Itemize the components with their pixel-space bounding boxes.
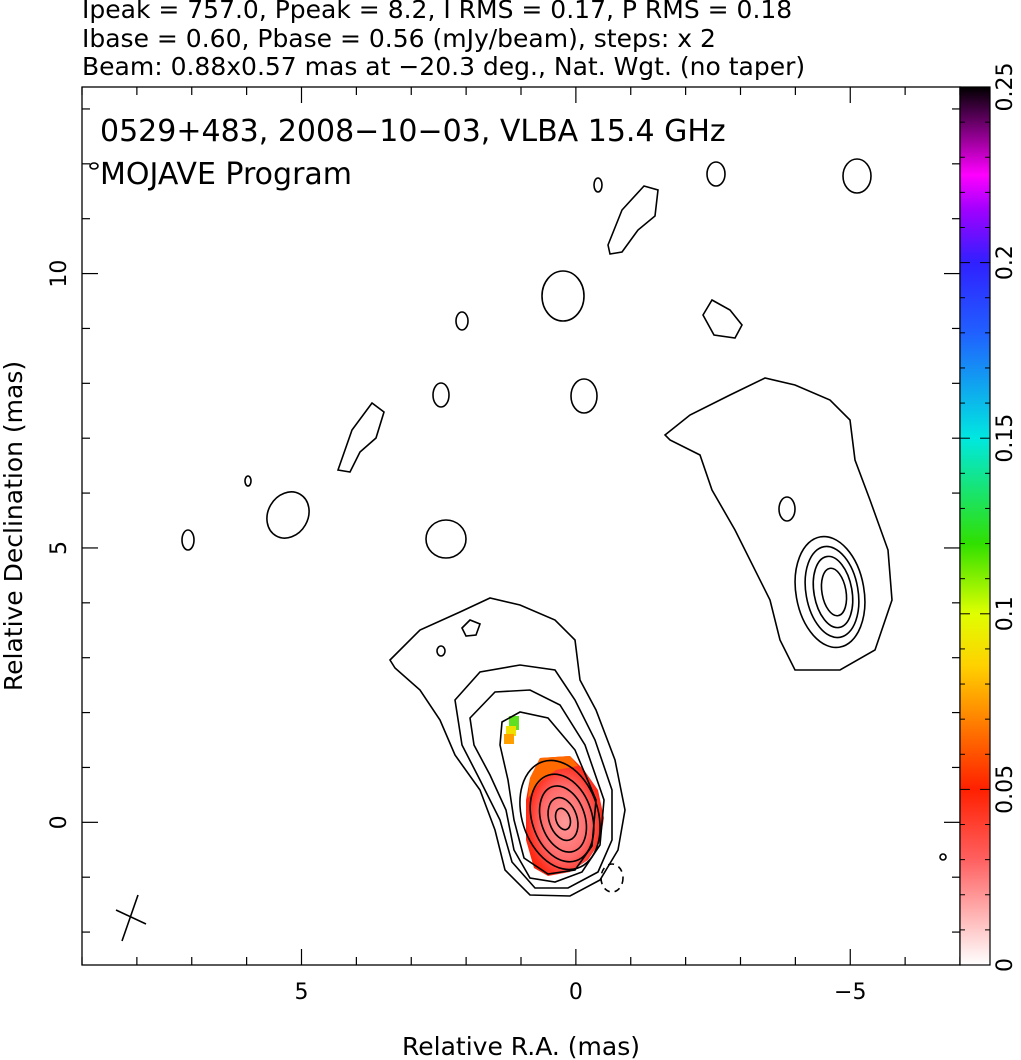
- polarization-core-orange-edge: [528, 756, 578, 798]
- colorbar: [959, 86, 991, 966]
- x-tick-label: 0: [569, 980, 583, 1005]
- contour-core-8: [547, 796, 579, 842]
- contour-west-3: [804, 545, 860, 639]
- contour-negative: [600, 863, 624, 893]
- beam-major-axis: [121, 894, 139, 942]
- contour-core-7: [538, 785, 588, 853]
- colorbar-tick-label: 0: [993, 958, 1018, 972]
- source-annotation: 0529+483, 2008−10−03, VLBA 15.4 GHz: [100, 114, 726, 149]
- colorbar-axis: 0 0.05 0.1 0.15 0.2 0.25: [960, 63, 1018, 972]
- y-tick-label: 0: [47, 815, 72, 829]
- contour-island-8: [455, 311, 469, 331]
- contour-island-15: [939, 853, 947, 861]
- contour-island-6: [425, 519, 467, 559]
- contour-west-small: [778, 496, 796, 522]
- polarization-knot-green: [509, 716, 519, 730]
- contour-island-12: [706, 161, 726, 187]
- header-line-3: Beam: 0.88x0.57 mas at −20.3 deg., Nat. …: [82, 52, 805, 81]
- header-line-1: Ipeak = 757.0, Ppeak = 8.2, I RMS = 0.17…: [82, 0, 792, 24]
- contour-island-10: [607, 185, 659, 255]
- x-axis-label: Relative R.A. (mas): [402, 1032, 640, 1060]
- header-line-2: Ibase = 0.60, Pbase = 0.56 (mJy/beam), s…: [82, 24, 716, 53]
- colorbar-tick-label: 0.15: [993, 414, 1018, 463]
- beam-minor-axis: [115, 909, 147, 925]
- polarization-image: [504, 716, 604, 876]
- colorbar-tick-label: 0.05: [993, 765, 1018, 814]
- contour-core-3: [469, 689, 605, 883]
- intensity-contours: [89, 158, 947, 897]
- contour-west-2: [794, 535, 866, 649]
- contour-island-9: [541, 270, 585, 322]
- contour-core-outer: [388, 597, 626, 897]
- polarization-knot-yellow: [506, 726, 516, 736]
- x-tick-label: 5: [295, 980, 309, 1005]
- contour-core-knot: [461, 619, 482, 637]
- x-tick-label: −5: [834, 980, 866, 1005]
- x-axis: 5 0 −5: [81, 87, 961, 1005]
- polarization-knot-orange: [504, 734, 514, 744]
- contour-core-4: [499, 711, 597, 875]
- contour-island-2: [336, 401, 385, 473]
- contour-island-13: [842, 158, 872, 194]
- colorbar-tick-label: 0.25: [993, 63, 1018, 112]
- contour-core-6: [529, 773, 595, 863]
- y-axis-label: Relative Declination (mas): [0, 361, 28, 691]
- beam-symbol: [115, 894, 147, 942]
- contour-island-3: [181, 529, 195, 551]
- contour-island-11: [593, 177, 603, 193]
- plot-frame: [81, 86, 961, 966]
- program-annotation: MOJAVE Program: [100, 157, 352, 192]
- contour-island-5: [432, 382, 450, 408]
- y-axis: 0 5 10: [47, 108, 960, 933]
- contour-core-5: [519, 759, 601, 871]
- contour-west-4: [812, 555, 854, 629]
- contour-island-4: [244, 475, 252, 487]
- contour-island-16: [89, 162, 99, 170]
- contour-west-outer: [663, 377, 893, 671]
- colorbar-tick-label: 0.2: [993, 245, 1018, 280]
- y-tick-label: 5: [47, 541, 72, 555]
- contour-core-2: [454, 664, 613, 889]
- polarization-core-blob: [526, 756, 604, 876]
- contour-core-small: [436, 645, 446, 657]
- contour-island-7: [570, 378, 598, 414]
- y-tick-label: 10: [47, 260, 72, 288]
- contour-island-1: [266, 491, 310, 539]
- contour-west-5: [820, 567, 848, 617]
- colorbar-tick-label: 0.1: [993, 596, 1018, 631]
- contour-island-14: [702, 298, 743, 339]
- contour-core-9: [554, 807, 572, 831]
